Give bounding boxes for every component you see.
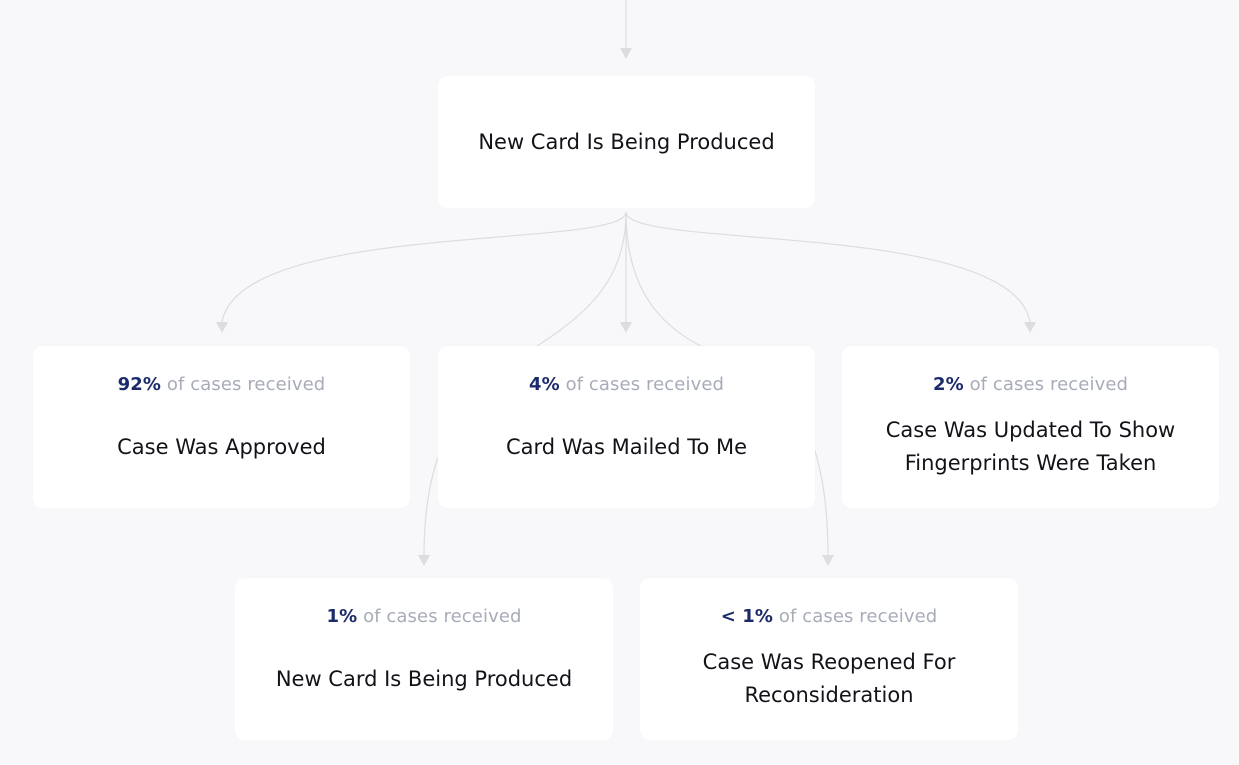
outcome-title: New Card Is Being Produced bbox=[275, 666, 573, 691]
outcome-3-arrowhead bbox=[1024, 322, 1036, 333]
outcome-percent: 92% bbox=[117, 374, 162, 395]
connector-to-outcome-1 bbox=[221, 211, 627, 323]
outcome-2-arrowhead bbox=[620, 322, 632, 333]
outcome-caption: of cases received bbox=[565, 374, 725, 395]
outcome-percent: 1% bbox=[326, 606, 358, 627]
outcome-5-arrowhead bbox=[822, 555, 834, 566]
outcome-node-fingerprints: 2% of cases received Case Was Updated To… bbox=[842, 346, 1219, 508]
outcome-caption: of cases received bbox=[166, 374, 326, 395]
outcome-percent-line: 4% of cases received bbox=[438, 374, 815, 395]
outcome-node-produced: 1% of cases received New Card Is Being P… bbox=[235, 578, 613, 740]
root-node-title: New Card Is Being Produced bbox=[478, 129, 775, 154]
outcome-percent-line: 92% of cases received bbox=[33, 374, 410, 395]
outcome-node-mailed: 4% of cases received Card Was Mailed To … bbox=[438, 346, 815, 508]
outcome-title: Case Was Updated To Show Fingerprints We… bbox=[885, 418, 1176, 475]
outcome-caption: of cases received bbox=[363, 606, 522, 627]
outcome-percent-line: 1% of cases received bbox=[235, 606, 613, 627]
connector-to-outcome-3 bbox=[625, 211, 1031, 323]
outcome-percent-line: < 1% of cases received bbox=[640, 606, 1018, 627]
outcome-caption: of cases received bbox=[778, 606, 938, 627]
outcome-percent: 2% bbox=[932, 374, 964, 395]
outcome-percent-line: 2% of cases received bbox=[842, 374, 1219, 395]
outcome-4-arrowhead bbox=[418, 555, 430, 566]
outcome-title: Case Was Approved bbox=[117, 434, 326, 459]
outcome-1-arrowhead bbox=[216, 322, 228, 333]
outcome-caption: of cases received bbox=[969, 374, 1129, 395]
outcome-title: Case Was Reopened For Reconsideration bbox=[702, 650, 956, 707]
root-node: New Card Is Being Produced bbox=[438, 76, 815, 208]
outcome-node-approved: 92% of cases received Case Was Approved bbox=[33, 346, 410, 508]
outcome-percent: 4% bbox=[528, 374, 560, 395]
outcome-title: Card Was Mailed To Me bbox=[505, 434, 748, 459]
outcome-percent: < 1% bbox=[720, 606, 774, 627]
incoming-arrowhead bbox=[620, 48, 632, 59]
outcome-node-reopened: < 1% of cases received Case Was Reopened… bbox=[640, 578, 1018, 740]
